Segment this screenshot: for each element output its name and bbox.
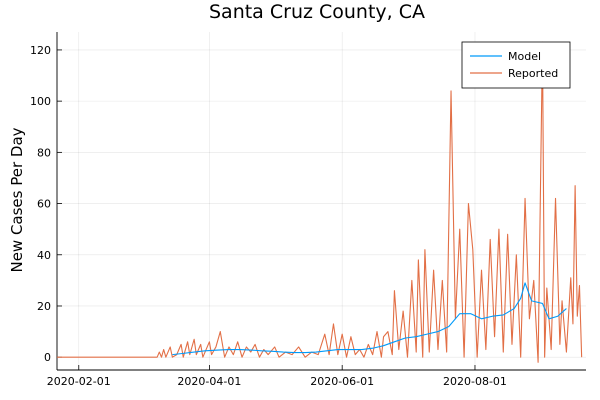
legend-label-model: Model bbox=[508, 50, 541, 63]
y-axis-title: New Cases Per Day bbox=[8, 127, 26, 272]
series-layer bbox=[57, 41, 583, 363]
x-tick-label: 2020-04-01 bbox=[177, 375, 241, 388]
y-tick-label: 0 bbox=[44, 351, 51, 364]
y-tick-label: 20 bbox=[37, 300, 51, 313]
legend-box bbox=[461, 41, 571, 89]
series-line-model bbox=[172, 282, 567, 356]
axes bbox=[56, 32, 586, 371]
x-tick-label: 2020-08-01 bbox=[443, 375, 507, 388]
tick-labels: 0 20 40 60 80 100 120 2020-02-01 2020-04-01 2020-… bbox=[30, 44, 507, 388]
y-tick-label: 60 bbox=[37, 198, 51, 211]
y-tick-label: 100 bbox=[30, 95, 51, 108]
legend-label-reported: Reported bbox=[508, 67, 558, 80]
y-tick-label: 80 bbox=[37, 146, 51, 159]
x-tick-label: 2020-02-01 bbox=[47, 375, 111, 388]
x-tick-label: 2020-06-01 bbox=[310, 375, 374, 388]
series-line-reported bbox=[57, 41, 583, 363]
chart-title: Santa Cruz County, CA bbox=[209, 1, 425, 23]
legend: Model Reported bbox=[461, 41, 571, 89]
y-tick-label: 120 bbox=[30, 44, 51, 57]
y-tick-label: 40 bbox=[37, 249, 51, 262]
